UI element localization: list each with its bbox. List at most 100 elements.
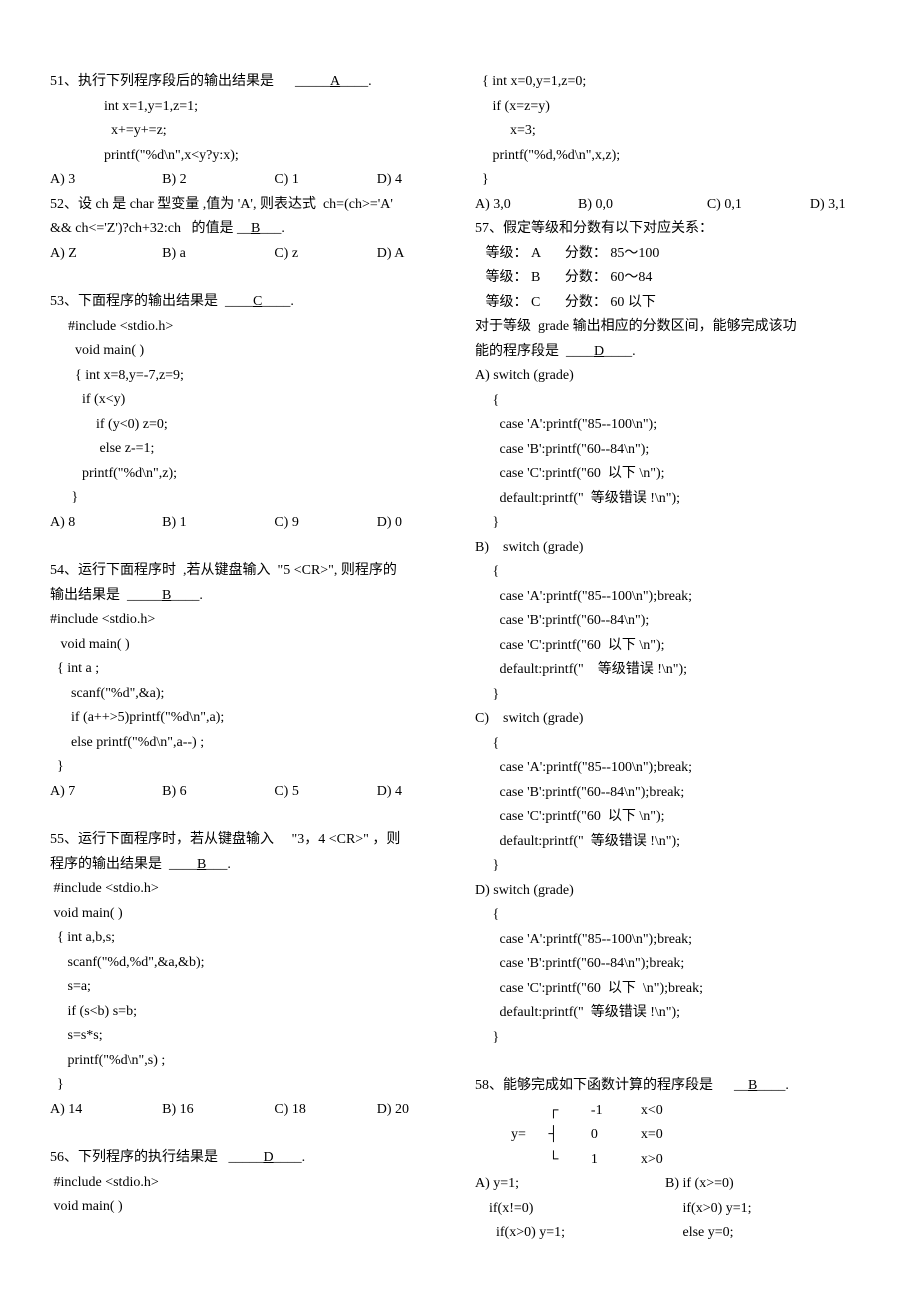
q52-opt-b: B) a	[162, 242, 274, 267]
q53-code-4: if (y<0) z=0;	[50, 413, 445, 438]
q56-code-right-4: }	[475, 168, 870, 193]
q57-optC-4: case 'C':printf("60 以下 \n");	[475, 805, 870, 830]
q54-line2: 输出结果是 _____B____.	[50, 584, 445, 609]
spacer	[50, 1122, 445, 1146]
q58-stem-b: ____.	[757, 1078, 789, 1093]
q56-opt-c: C) 0,1	[707, 193, 810, 218]
q58-optA-1: if(x!=0)	[475, 1197, 665, 1222]
q54-code-1: void main( )	[50, 633, 445, 658]
q57-optB-1: {	[475, 560, 870, 585]
spacer	[50, 804, 445, 828]
q57-optD-5: default:printf(" 等级错误 !\n");	[475, 1001, 870, 1026]
q51-opt-b: B) 2	[162, 168, 274, 193]
two-column-layout: 51、执行下列程序段后的输出结果是 _____A____. int x=1,y=…	[50, 70, 870, 1246]
q57-optD-0: D) switch (grade)	[475, 879, 870, 904]
q54-code-6: }	[50, 755, 445, 780]
spacer	[475, 1050, 870, 1074]
q54-opt-b: B) 6	[162, 780, 274, 805]
q54-code-2: { int a ;	[50, 657, 445, 682]
q51-code-2: printf("%d\n",x<y?y:x);	[50, 144, 445, 169]
q53-opt-b: B) 1	[162, 511, 274, 536]
q51-opt-d: D) 4	[377, 168, 445, 193]
q57-optA-4: case 'C':printf("60 以下 \n");	[475, 462, 870, 487]
q53-code-5: else z-=1;	[50, 437, 445, 462]
q57-grade-1: 等级： B 分数： 60～84	[475, 266, 870, 291]
page: 51、执行下列程序段后的输出结果是 _____A____. int x=1,y=…	[0, 0, 920, 1303]
q57-optC-3: case 'B':printf("60--84\n");break;	[475, 781, 870, 806]
q58-answer: B	[748, 1078, 757, 1093]
q58-yeq: y=	[511, 1123, 526, 1148]
q52-line2: && ch<='Z')?ch+32:ch 的值是 __B___.	[50, 217, 445, 242]
q58-stem-a: 58、能够完成如下函数计算的程序段是 __	[475, 1078, 748, 1093]
q51-opt-a: A) 3	[50, 168, 162, 193]
q58-optB-0: B) if (x>=0)	[665, 1172, 870, 1197]
q52-opt-c: C) z	[274, 242, 376, 267]
q58-opts-row-1: if(x!=0) if(x>0) y=1;	[475, 1197, 870, 1222]
q57-optC-0: C) switch (grade)	[475, 707, 870, 732]
q51-code-1: x+=y+=z;	[50, 119, 445, 144]
q52-opt-a: A) Z	[50, 242, 162, 267]
q57-l3b: ____.	[604, 344, 636, 359]
q58-c-1: x=0	[641, 1123, 711, 1148]
q58-opts-row-0: A) y=1; B) if (x>=0)	[475, 1172, 870, 1197]
q57-optB-6: }	[475, 683, 870, 708]
q51-code-0: int x=1,y=1,z=1;	[50, 95, 445, 120]
q53-stem-a: 53、下面程序的输出结果是 ____	[50, 294, 253, 309]
q58-c-2: x>0	[641, 1148, 711, 1173]
q57-optA-1: {	[475, 389, 870, 414]
q54-opt-a: A) 7	[50, 780, 162, 805]
q55-line2: 程序的输出结果是 ____B___.	[50, 853, 445, 878]
q51-stem-end: ____.	[340, 74, 372, 89]
q57-optB-3: case 'B':printf("60--84\n");	[475, 609, 870, 634]
q51-opt-c: C) 1	[274, 168, 376, 193]
q52-line1: 52、设 ch 是 char 型变量 ,值为 'A', 则表达式 ch=(ch>…	[50, 193, 445, 218]
q58-piecewise: y= ┌ -1 x<0 ┤ 0 x=0 └ 1	[475, 1099, 870, 1173]
q52-l2b: ___.	[260, 221, 285, 236]
q53-stem: 53、下面程序的输出结果是 ____C____.	[50, 290, 445, 315]
q56-code-left-1: void main( )	[50, 1195, 445, 1220]
q58-v-0: -1	[581, 1099, 641, 1124]
q56-options: A) 3,0 B) 0,0 C) 0,1 D) 3,1	[475, 193, 870, 218]
q51-answer: A	[330, 74, 340, 89]
left-column: 51、执行下列程序段后的输出结果是 _____A____. int x=1,y=…	[50, 70, 445, 1246]
q54-code-3: scanf("%d",&a);	[50, 682, 445, 707]
q56-stem-a: 56、下列程序的执行结果是 _____	[50, 1150, 264, 1165]
spacer	[50, 535, 445, 559]
q58-c-0: x<0	[641, 1099, 711, 1124]
q54-l2a: 输出结果是 _____	[50, 588, 162, 603]
q57-optC-2: case 'A':printf("85--100\n");break;	[475, 756, 870, 781]
q57-optA-2: case 'A':printf("85--100\n");	[475, 413, 870, 438]
q57-line3: 能的程序段是 ____D____.	[475, 340, 870, 365]
q54-code-5: else printf("%d\n",a--) ;	[50, 731, 445, 756]
q53-code-7: }	[50, 486, 445, 511]
q55-code-0: #include <stdio.h>	[50, 877, 445, 902]
q57-optA-5: default:printf(" 等级错误 !\n");	[475, 487, 870, 512]
q57-optD-2: case 'A':printf("85--100\n");break;	[475, 928, 870, 953]
q53-code-2: { int x=8,y=-7,z=9;	[50, 364, 445, 389]
q58-pw-row-2: └ 1 x>0	[526, 1148, 711, 1173]
right-column: { int x=0,y=1,z=0; if (x=z=y) x=3; print…	[475, 70, 870, 1246]
q55-code-8: }	[50, 1073, 445, 1098]
q54-opt-d: D) 4	[377, 780, 445, 805]
q55-options: A) 14 B) 16 C) 18 D) 20	[50, 1098, 445, 1123]
q55-l2b: ___.	[206, 857, 231, 872]
q55-code-3: scanf("%d,%d",&a,&b);	[50, 951, 445, 976]
q53-options: A) 8 B) 1 C) 9 D) 0	[50, 511, 445, 536]
q57-optB-2: case 'A':printf("85--100\n");break;	[475, 585, 870, 610]
q51-stem-text: 51、执行下列程序段后的输出结果是 _____	[50, 74, 330, 89]
q53-code-1: void main( )	[50, 339, 445, 364]
q57-l3a: 能的程序段是 ____	[475, 344, 594, 359]
q54-l2b: ____.	[171, 588, 203, 603]
q57-optD-6: }	[475, 1026, 870, 1051]
spacer	[50, 266, 445, 290]
q57-optA-3: case 'B':printf("60--84\n");	[475, 438, 870, 463]
q53-code-6: printf("%d\n",z);	[50, 462, 445, 487]
q54-opt-c: C) 5	[274, 780, 376, 805]
q56-opt-a: A) 3,0	[475, 193, 578, 218]
q58-optA-2: if(x>0) y=1;	[475, 1221, 665, 1246]
q55-code-7: printf("%d\n",s) ;	[50, 1049, 445, 1074]
q58-opts-row-2: if(x>0) y=1; else y=0;	[475, 1221, 870, 1246]
q56-answer: D	[264, 1150, 274, 1165]
q52-l2a: && ch<='Z')?ch+32:ch 的值是 __	[50, 221, 251, 236]
q55-opt-d: D) 20	[377, 1098, 445, 1123]
